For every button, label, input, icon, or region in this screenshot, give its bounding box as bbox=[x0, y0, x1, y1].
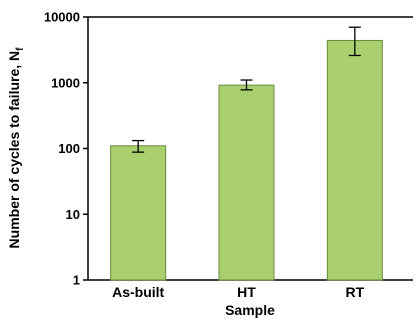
y-axis-title-main: Number of cycles to failure, N bbox=[6, 51, 22, 249]
bar-rt bbox=[326, 39, 383, 281]
y-tick-label: 1 bbox=[73, 273, 80, 288]
x-tick-labels: As-built HT RT bbox=[112, 284, 364, 300]
y-axis-title-subscript: f bbox=[15, 47, 26, 51]
y-axis-title: Number of cycles to failure, Nf bbox=[6, 47, 26, 249]
x-tick-label: As-built bbox=[112, 284, 164, 300]
y-tick-label: 100 bbox=[58, 141, 80, 156]
x-tick-label: RT bbox=[345, 284, 364, 300]
bar-as-built bbox=[110, 145, 167, 281]
x-tick-label: HT bbox=[237, 284, 256, 300]
y-ticks: 1 10 100 1000 10000 bbox=[44, 10, 88, 288]
y-tick-label: 10 bbox=[66, 207, 80, 222]
x-axis-title: Sample bbox=[225, 302, 275, 318]
bar-ht bbox=[218, 84, 275, 281]
bars-group bbox=[110, 39, 383, 281]
y-tick-label: 10000 bbox=[44, 10, 80, 25]
y-tick-label: 1000 bbox=[51, 75, 80, 90]
error-bars-group bbox=[132, 26, 361, 153]
